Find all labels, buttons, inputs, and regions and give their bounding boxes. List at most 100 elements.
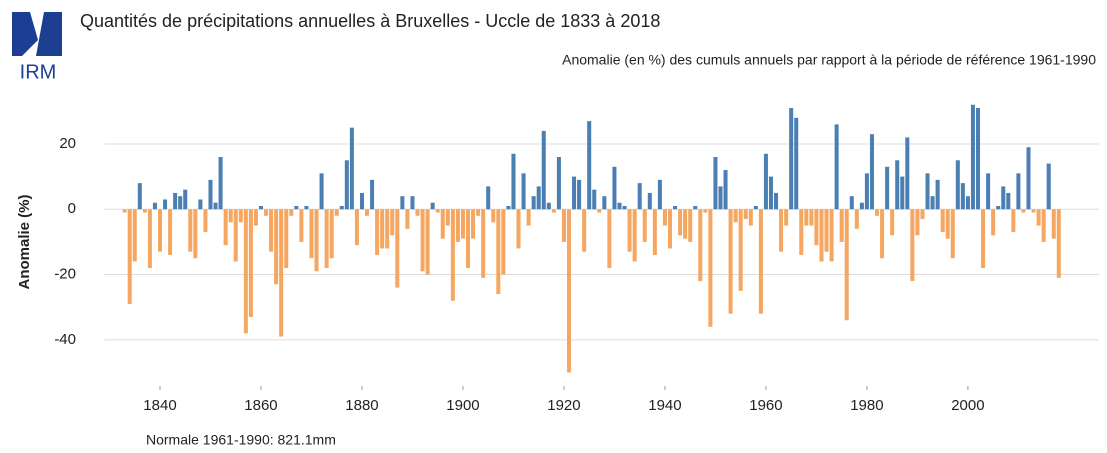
bar (238, 209, 243, 223)
bar (723, 170, 728, 210)
bar (718, 186, 723, 210)
bar (809, 209, 814, 226)
y-tick-label: 0 (68, 200, 76, 217)
bar (168, 209, 173, 255)
bar (637, 183, 642, 210)
bar (304, 205, 309, 210)
bar (642, 209, 647, 242)
bar (1026, 147, 1031, 210)
bar (269, 209, 274, 252)
bar (208, 179, 213, 210)
bar (556, 157, 561, 210)
bar (733, 209, 738, 223)
bar (703, 209, 708, 213)
bar (849, 196, 854, 210)
bar (582, 209, 587, 252)
bar (996, 205, 1001, 210)
bar (1036, 209, 1041, 226)
bar (875, 209, 880, 216)
logo-text: IRM (20, 61, 57, 83)
bar (455, 209, 460, 242)
bar (688, 209, 693, 242)
bar (829, 209, 834, 262)
bar (496, 209, 501, 295)
bar (885, 166, 890, 210)
bar (314, 209, 319, 272)
bar (178, 196, 183, 210)
bar (607, 209, 612, 269)
x-tick-label: 2000 (951, 397, 984, 414)
bar (698, 209, 703, 282)
bar (400, 196, 405, 210)
bar (728, 209, 733, 314)
bar (693, 205, 698, 210)
bar (920, 209, 925, 220)
x-tick-label: 1940 (648, 397, 681, 414)
bar (950, 209, 955, 259)
bar (380, 209, 385, 249)
bar (708, 209, 713, 327)
bar (839, 209, 844, 242)
bar (1016, 173, 1021, 210)
bar (970, 104, 975, 210)
bar (289, 209, 294, 216)
y-tick-label: -40 (54, 331, 76, 348)
bar (768, 176, 774, 210)
bar (814, 209, 819, 246)
bar (491, 209, 496, 223)
bar (450, 209, 455, 301)
bar (142, 209, 147, 213)
bar (763, 153, 768, 210)
bar (218, 157, 223, 210)
bar (365, 209, 370, 216)
bar (738, 209, 743, 291)
bar (541, 130, 546, 210)
bar (152, 202, 157, 210)
bar (986, 173, 991, 210)
bar (299, 209, 304, 242)
bar (910, 209, 915, 282)
bar (945, 209, 950, 239)
logo-shape (12, 12, 38, 56)
bar (122, 209, 127, 213)
chart-subtitle: Anomalie (en %) des cumuls annuels par r… (562, 52, 1096, 68)
bar (753, 205, 758, 210)
bar (925, 173, 930, 210)
bar (354, 209, 359, 246)
bar (859, 202, 864, 210)
bar (425, 209, 430, 275)
bar (294, 205, 299, 210)
bar (253, 209, 258, 226)
bar (577, 179, 582, 210)
bar (1006, 192, 1011, 210)
bar (622, 205, 627, 210)
bar (612, 166, 617, 210)
bar (1021, 209, 1026, 213)
bar (587, 121, 592, 210)
bar (965, 196, 970, 210)
bar (334, 209, 339, 216)
x-tick-label: 1880 (345, 397, 378, 414)
bar (819, 209, 824, 262)
bar (662, 209, 667, 226)
bar (370, 179, 375, 210)
bar (481, 209, 486, 278)
bar (213, 202, 218, 210)
bar (521, 173, 526, 210)
bar (940, 209, 945, 233)
bar (627, 209, 632, 252)
bar (223, 209, 228, 246)
bar (804, 209, 809, 226)
bar (572, 176, 577, 210)
bar (501, 209, 506, 275)
bar (915, 209, 920, 236)
bar (375, 209, 380, 255)
bar (1056, 209, 1061, 278)
bar (683, 209, 688, 239)
bar (198, 199, 203, 210)
bar (274, 209, 279, 285)
bar (258, 205, 264, 210)
bar (465, 209, 471, 269)
bar (895, 160, 900, 210)
